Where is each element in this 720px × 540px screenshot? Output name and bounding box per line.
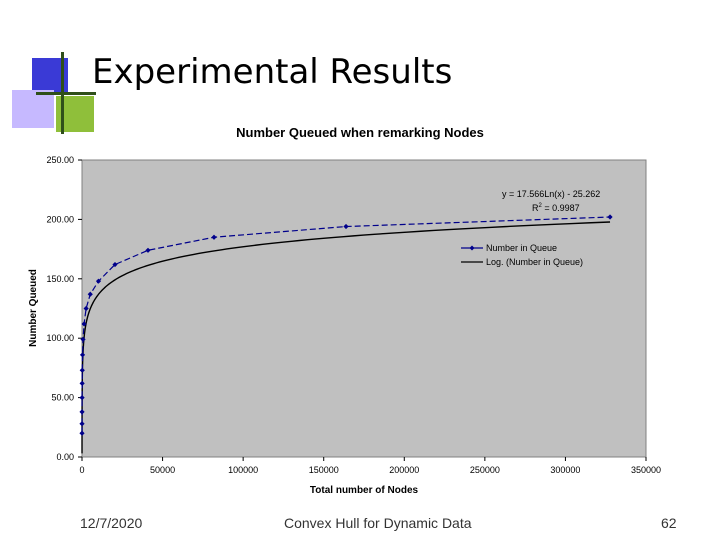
page-number: 62 xyxy=(661,515,677,531)
r2-exp: 2 xyxy=(539,203,543,209)
x-axis: 0 50000 100000 150000 200000 250000 300000 3500… xyxy=(79,457,661,475)
data-point xyxy=(79,409,85,415)
x-tick-label: 200000 xyxy=(389,465,419,475)
legend: Number in Queue Log. (Number in Queue) xyxy=(458,241,596,268)
footer-title: Convex Hull for Dynamic Data xyxy=(284,515,472,531)
y-tick-label: 100.00 xyxy=(46,333,74,343)
data-point xyxy=(80,336,86,342)
y-tick-label: 150.00 xyxy=(46,274,74,284)
data-point xyxy=(95,278,102,284)
data-point xyxy=(79,380,85,386)
footer-date: 12/7/2020 xyxy=(80,515,143,531)
data-point xyxy=(83,305,89,312)
legend-trend-label: Log. (Number in Queue) xyxy=(486,257,583,267)
chart-title: Number Queued when remarking Nodes xyxy=(236,125,484,140)
y-axis: 0.00 50.00 100.00 150.00 200.00 250.00 xyxy=(46,155,82,462)
legend-series-marker xyxy=(469,245,475,251)
deco-violet-square xyxy=(12,90,54,128)
data-point xyxy=(211,234,217,240)
data-point xyxy=(87,291,93,297)
data-point xyxy=(79,395,85,401)
deco-horizontal-line xyxy=(36,92,96,95)
legend-series-label: Number in Queue xyxy=(486,243,557,253)
plot-area xyxy=(81,159,647,458)
data-point xyxy=(145,247,151,253)
r2-prefix: R xyxy=(532,203,539,213)
y-axis-label: Number Queued xyxy=(28,269,39,347)
trend-r2: R2 = 0.9987 xyxy=(532,203,580,213)
series-points xyxy=(79,214,613,436)
data-point xyxy=(112,261,118,268)
data-point xyxy=(343,223,349,230)
data-point xyxy=(79,352,86,358)
x-tick-label: 350000 xyxy=(631,465,661,475)
trend-equation: y = 17.566Ln(x) - 25.262 xyxy=(502,189,600,199)
y-tick-label: 250.00 xyxy=(46,155,74,165)
x-tick-label: 100000 xyxy=(228,465,258,475)
x-tick-label: 300000 xyxy=(550,465,580,475)
x-tick-label: 0 xyxy=(79,465,84,475)
y-tick-label: 0.00 xyxy=(56,452,74,462)
x-tick-label: 50000 xyxy=(150,465,175,475)
y-tick-label: 50.00 xyxy=(51,393,74,403)
x-axis-label: Total number of Nodes xyxy=(310,485,419,496)
x-tick-label: 150000 xyxy=(309,465,339,475)
data-point xyxy=(81,321,87,327)
data-point xyxy=(79,421,85,427)
slide-title: Experimental Results xyxy=(92,52,453,92)
r2-value: = 0.9987 xyxy=(542,203,580,213)
data-point xyxy=(607,214,613,220)
x-tick-label: 250000 xyxy=(470,465,500,475)
y-tick-label: 200.00 xyxy=(46,214,74,224)
legend-box xyxy=(458,241,596,268)
data-point xyxy=(79,430,85,436)
data-point xyxy=(79,367,85,373)
